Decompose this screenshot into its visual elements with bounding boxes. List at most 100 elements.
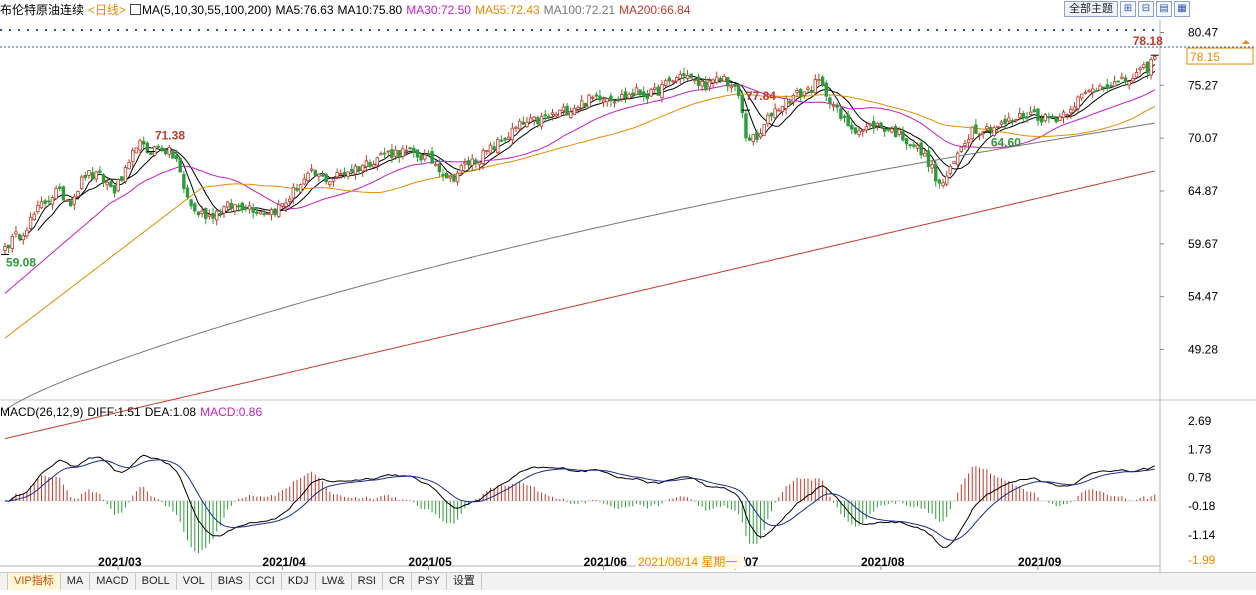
candle-body [682,73,686,77]
candle-body [1007,117,1011,122]
tab-indicator[interactable]: PSY [412,573,447,590]
candle [481,147,485,170]
candle-body [423,154,427,160]
candle-body [1032,109,1036,113]
candle [324,172,328,185]
candle [689,73,693,79]
candle-body [1134,72,1139,78]
period-selector[interactable]: <日线> [88,3,127,17]
candle [937,178,942,189]
candle [163,148,168,156]
candle [601,96,606,108]
candle-body [342,172,347,176]
tab-indicator[interactable]: LW& [316,573,352,590]
grid-icon[interactable]: ⊞ [1120,1,1136,17]
candle-body [496,139,500,154]
candle [397,149,401,163]
tab-indicator[interactable]: BOLL [136,573,177,590]
layout-icon[interactable]: ▦ [1174,1,1190,17]
candle-body [134,147,139,154]
macd-label: MACD(26,12,9) [0,405,84,419]
candle-body [441,174,445,176]
candle-body [127,161,131,170]
window-icon[interactable]: ▤ [1156,1,1172,17]
candle [1101,86,1106,92]
candle-body [477,162,482,166]
candle-body [656,86,661,96]
candle [218,208,223,218]
candle-body [90,172,95,180]
tab-indicator[interactable]: MA [61,573,91,590]
candle [966,134,971,149]
price-up-icon [1242,40,1250,45]
candle [594,91,598,100]
candle-body [492,146,496,151]
candle-body [744,113,748,139]
tab-indicator[interactable]: RSI [352,573,383,590]
candle [671,79,675,84]
candle [912,139,916,149]
candle [780,106,785,116]
candle [656,84,661,96]
candle-body [433,163,438,166]
candle-body [269,209,274,216]
candle-body [525,121,529,127]
theme-button[interactable]: 全部主题 [1064,1,1118,17]
candle [167,144,171,158]
candle [50,195,55,210]
candle-body [850,124,854,130]
candle-body [959,146,963,152]
candle [386,150,390,157]
candle-body [879,122,883,128]
candle [419,152,423,164]
candle [985,123,989,133]
candle-body [612,101,617,104]
candle-body [371,164,376,168]
ma-setting[interactable]: MA(5,10,30,55,100,200) [142,3,272,17]
tab-indicator[interactable]: CR [383,573,412,590]
candle-body [1069,108,1073,114]
candle-body [799,89,803,98]
candle-body [112,185,117,194]
candle-body [331,178,336,182]
candle [156,144,160,150]
candle [364,155,369,172]
candle-body [506,136,511,140]
candle-body [171,149,175,159]
tab-vip[interactable]: VIP指标 [8,573,61,590]
candle [609,92,613,107]
tab-indicator[interactable]: CCI [250,573,282,590]
tab-indicator[interactable]: VOL [177,573,212,590]
tab-indicator[interactable]: KDJ [282,573,316,590]
candle-body [1010,120,1015,122]
candle [693,78,697,84]
candle-body [598,95,602,101]
candle [207,209,212,220]
split-icon[interactable]: ⊟ [1138,1,1154,17]
candle [1138,66,1142,75]
candle-body [897,129,901,135]
candle [645,89,650,105]
candle [441,168,445,182]
tab-scroll-left[interactable] [0,573,8,590]
candle [83,171,87,181]
candle-body [284,202,288,207]
candle [306,171,310,184]
candle-body [952,161,956,165]
candle [561,103,566,116]
tab-indicator[interactable]: BIAS [212,573,250,590]
candle-body [660,84,664,98]
tab-indicator[interactable]: MACD [90,573,136,590]
chart-type-icon[interactable] [130,4,142,15]
candle-body [503,138,507,141]
candle-body [76,190,80,197]
candle [1014,118,1018,123]
tab-indicator[interactable]: 设置 [447,573,482,590]
candle [813,74,817,95]
candle-body [747,137,752,141]
candle-body [401,148,405,157]
candle [704,76,708,92]
candle [492,141,496,151]
